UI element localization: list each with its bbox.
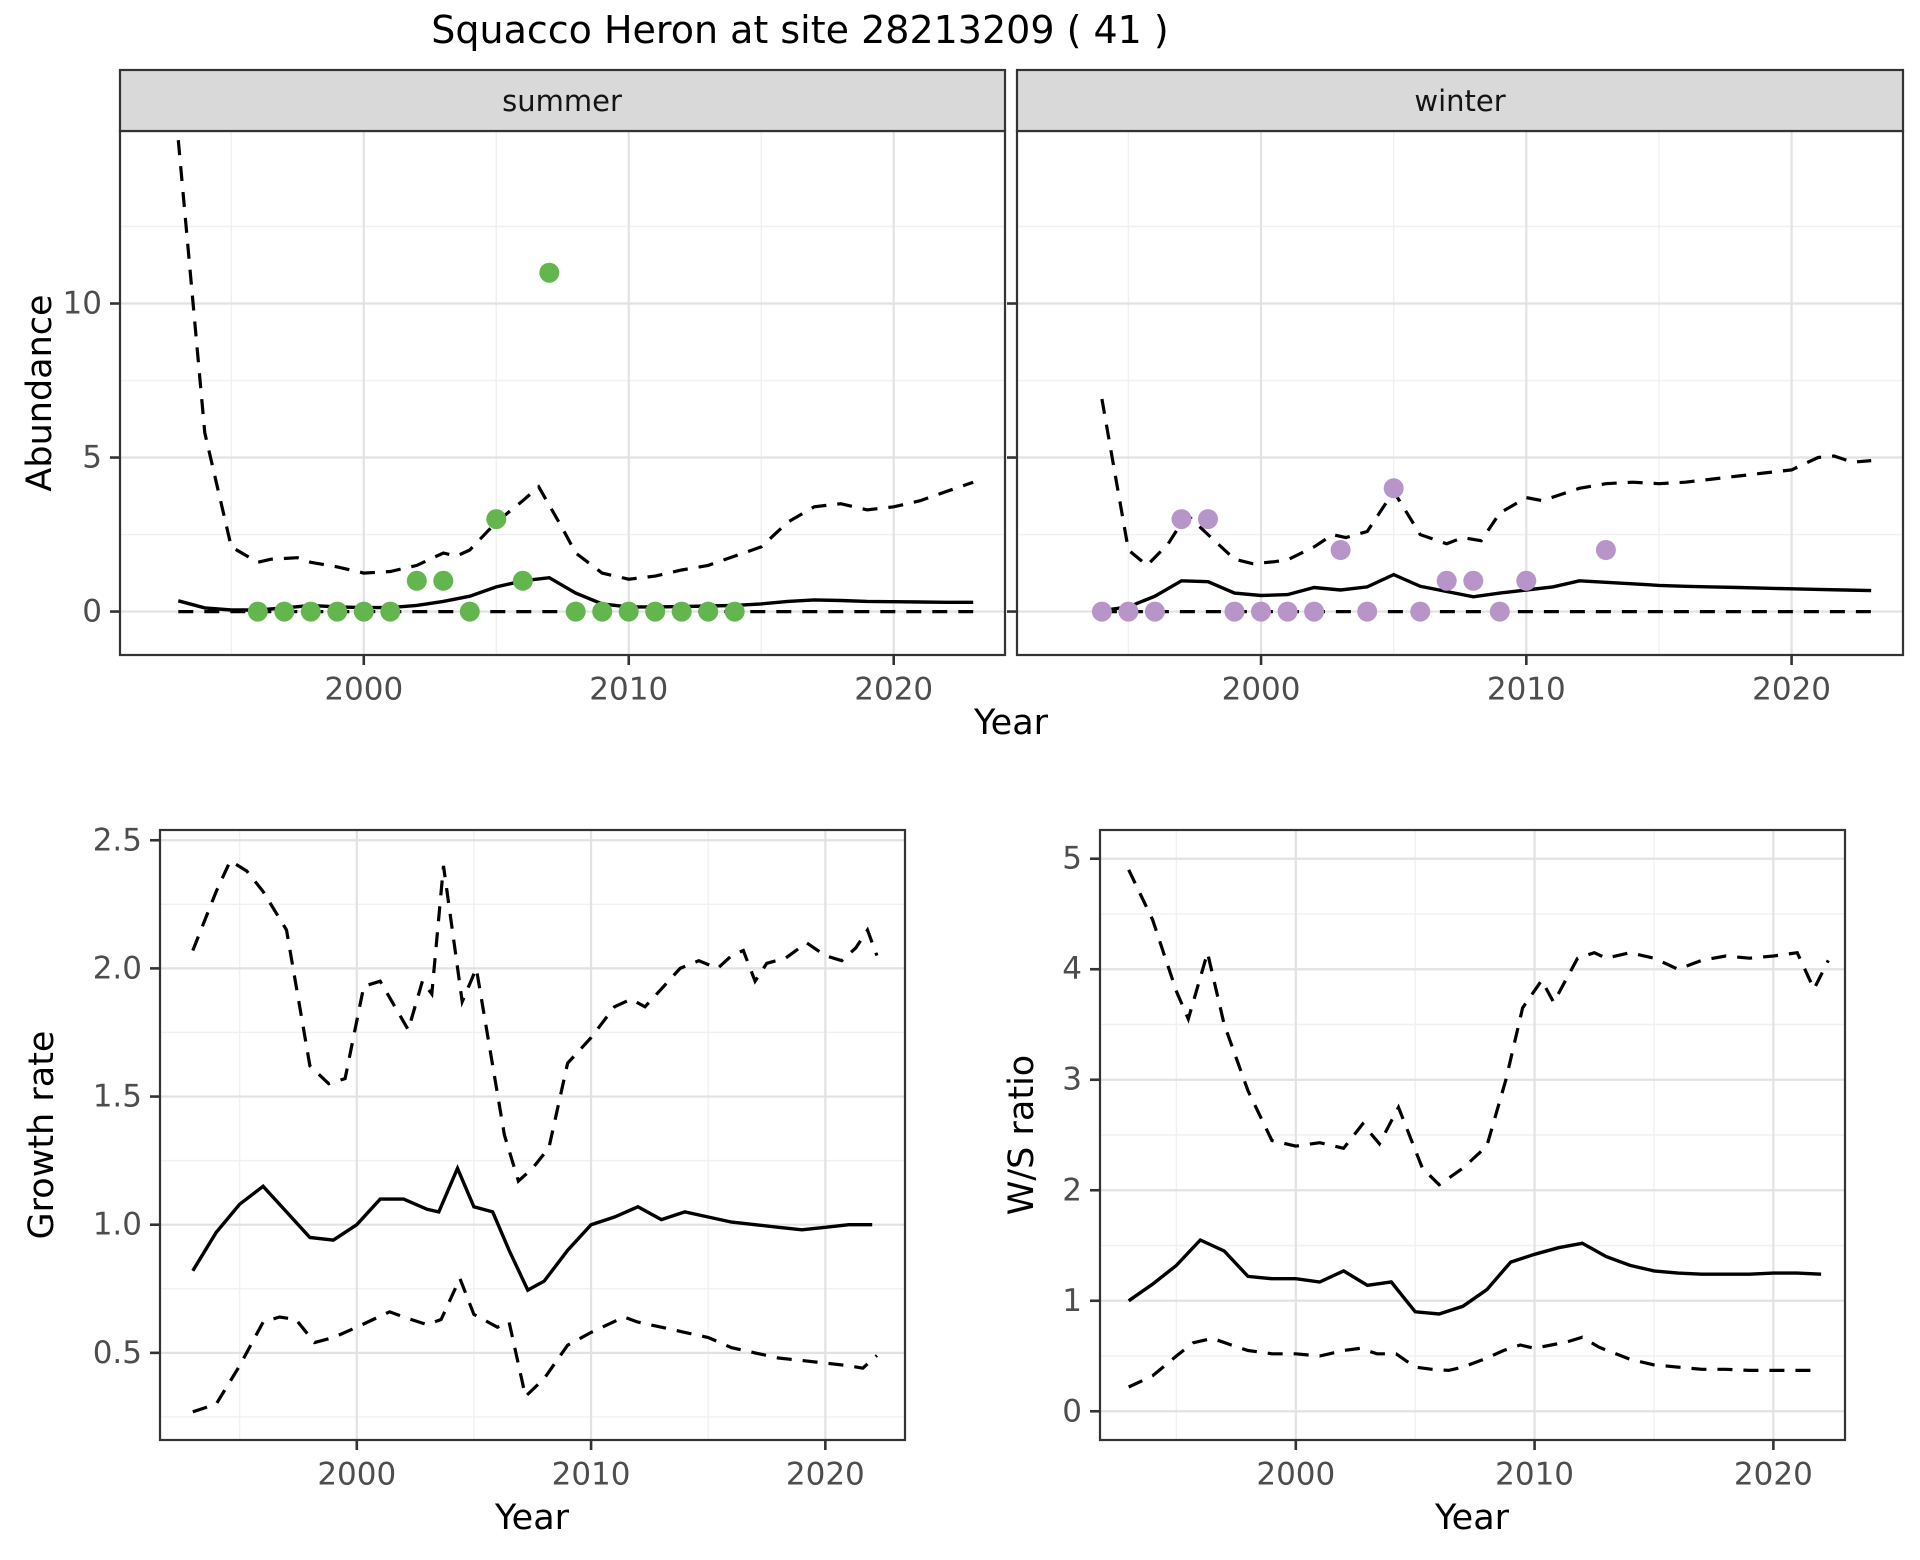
growth-rate-lower_ci-line [192, 1274, 878, 1414]
abundance-winter-observation-point [1330, 540, 1351, 560]
y-axis-title-abundance: Abundance [20, 294, 60, 492]
ws-ratio-y-tick-label: 0 [1062, 1393, 1082, 1429]
growth-rate-y-tick-label: 2.5 [93, 822, 142, 858]
facet-strip-label-summer: summer [502, 84, 622, 118]
abundance-summer-facet-strip [118, 68, 1007, 133]
abundance-summer-observation-point [274, 601, 295, 622]
growth-rate-panel-border [158, 828, 907, 1442]
abundance-winter-panel-background [1017, 131, 1903, 655]
facet-strip-label-winter: winter [1414, 84, 1506, 118]
growth-rate-x-tick-label: 2010 [552, 1456, 631, 1492]
growth-rate-y-tick-label: 1.5 [93, 1079, 142, 1115]
abundance-winter-x-tick-label: 2020 [1752, 671, 1831, 707]
growth-rate-median-line [191, 1163, 873, 1293]
abundance-winter-upper_ci-line [1100, 398, 1872, 568]
abundance-summer-panel-background [120, 131, 1005, 655]
abundance-summer-y-tick-label: 5 [82, 440, 102, 476]
abundance-summer-observation-point [406, 570, 427, 591]
growth-rate-x-tick-label: 2020 [786, 1456, 865, 1492]
ws-ratio-upper_ci-line [1127, 869, 1830, 1187]
abundance-summer-observation-point [645, 601, 666, 622]
ws-ratio-lower_ci-line [1128, 1335, 1822, 1389]
ws-ratio-median-line [1127, 1237, 1822, 1316]
growth-rate-y-tick-label: 2.0 [93, 950, 142, 986]
abundance-winter-observation-point [1516, 570, 1537, 591]
ws-ratio-y-tick-label: 2 [1062, 1172, 1082, 1208]
ws-ratio-panel-border [1098, 828, 1847, 1442]
abundance-summer-observation-point [671, 601, 692, 622]
ws-ratio-y-tick-label: 5 [1062, 841, 1082, 877]
abundance-summer-y-tick-label: 0 [82, 594, 102, 630]
ws-ratio-x-tick-label: 2000 [1256, 1456, 1335, 1492]
abundance-summer-observation-point [459, 601, 480, 622]
abundance-summer-observation-point [698, 601, 719, 622]
abundance-winter-x-tick-label: 2000 [1222, 671, 1301, 707]
plot-title: Squacco Heron at site 28213209 ( 41 ) [431, 8, 1169, 52]
x-axis-title-year-growth: Year [494, 1498, 570, 1538]
x-axis-title-year-ws: Year [1434, 1498, 1510, 1538]
x-axis-title-year-top: Year [973, 703, 1049, 743]
abundance-summer-observation-point [327, 601, 348, 622]
abundance-summer-observation-point [539, 262, 560, 283]
abundance-winter-observation-point [1304, 601, 1325, 622]
abundance-summer-y-tick-label: 10 [63, 286, 102, 322]
ws-ratio-y-tick-label: 1 [1062, 1283, 1082, 1319]
abundance-winter-observation-point [1489, 601, 1510, 622]
abundance-summer-observation-point [247, 601, 268, 622]
abundance-summer-observation-point [486, 509, 507, 530]
abundance-summer-x-tick-label: 2020 [854, 671, 933, 707]
abundance-summer-observation-point [353, 601, 374, 622]
abundance-summer-x-tick-label: 2010 [589, 671, 668, 707]
growth-rate-x-tick-label: 2000 [317, 1456, 396, 1492]
abundance-winter-observation-point [1383, 478, 1404, 499]
abundance-winter-observation-point [1144, 601, 1165, 622]
y-axis-title-growth-rate: Growth rate [22, 1030, 62, 1240]
abundance-winter-median-line [1101, 572, 1872, 613]
abundance-winter-observation-point [1198, 509, 1218, 530]
abundance-summer-observation-point [724, 601, 745, 622]
abundance-winter-observation-point [1224, 601, 1245, 622]
abundance-winter-observation-point [1118, 601, 1139, 622]
abundance-summer-observation-point [512, 570, 533, 591]
abundance-winter-observation-point [1436, 570, 1457, 591]
abundance-winter-observation-point [1463, 570, 1484, 591]
abundance-winter-observation-point [1091, 601, 1112, 622]
growth-rate-y-tick-label: 0.5 [93, 1335, 142, 1371]
abundance-winter-x-tick-label: 2010 [1487, 671, 1566, 707]
abundance-winter-observation-point [1595, 540, 1616, 560]
abundance-summer-x-tick-label: 2000 [324, 671, 403, 707]
ws-ratio-y-tick-label: 4 [1062, 951, 1082, 987]
abundance-summer-observation-point [592, 601, 613, 622]
ws-ratio-x-tick-label: 2010 [1495, 1456, 1574, 1492]
abundance-winter-observation-point [1251, 601, 1271, 622]
abundance-summer-observation-point [380, 601, 401, 622]
growth-rate-panel-background [160, 830, 905, 1440]
growth-rate-upper_ci-line [191, 858, 879, 1184]
ws-ratio-y-tick-label: 3 [1062, 1062, 1082, 1098]
y-axis-title-ws-ratio: W/S ratio [1002, 1054, 1042, 1216]
abundance-summer-observation-point [565, 601, 586, 622]
abundance-winter-observation-point [1277, 601, 1298, 622]
abundance-winter-facet-strip [1015, 68, 1905, 133]
abundance-summer-observation-point [618, 601, 639, 622]
abundance-summer-observation-point [300, 601, 321, 622]
abundance-summer-observation-point [433, 570, 454, 591]
growth-rate-y-tick-label: 1.0 [93, 1207, 142, 1243]
abundance-winter-observation-point [1171, 509, 1192, 530]
abundance-winter-observation-point [1410, 601, 1431, 622]
ws-ratio-x-tick-label: 2020 [1734, 1456, 1813, 1492]
abundance-winter-observation-point [1357, 601, 1378, 622]
